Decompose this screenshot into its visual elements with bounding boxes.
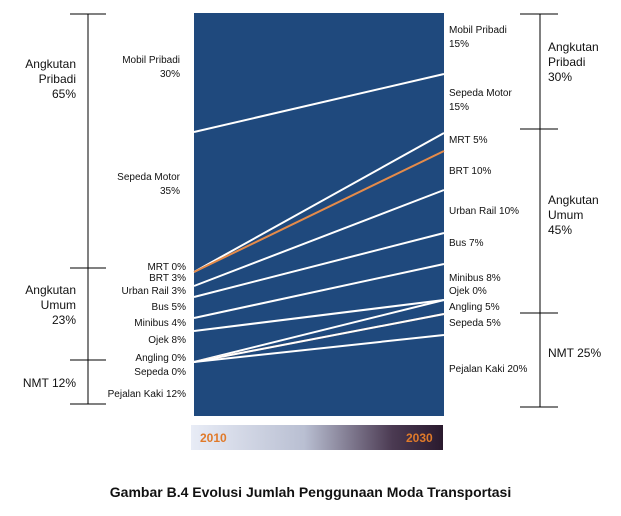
right-group-label: Angkutan Pribadi 30% [548,40,599,84]
series-line-pejalan-kaki [193,334,445,363]
left-label-name: Sepeda Motor [117,172,180,183]
right-label-name: Sepeda Motor [449,88,512,99]
left-label-name: Mobil Pribadi [122,55,180,66]
left-group-label: Angkutan Umum 23% [25,283,76,327]
series-line-mrt [193,150,445,273]
left-label: Pejalan Kaki 12% [107,389,186,400]
year-end: 2030 [406,431,433,445]
right-group-label: Angkutan Umum 45% [548,193,599,237]
series-line-bus [193,263,445,319]
left-group-label: NMT 12% [22,376,76,390]
left-label-value: 35% [159,186,180,197]
left-label: Sepeda 0% [134,367,186,378]
right-label-value: 15% [449,102,470,113]
series-line-sepeda [193,313,445,363]
right-label: BRT 10% [449,166,492,177]
left-label-value: 30% [159,69,180,80]
left-label: Ojek 8% [148,335,186,346]
year-start: 2010 [200,431,227,445]
series-lines [193,73,445,363]
series-line-minibus [193,299,445,332]
series-line-ojek [193,299,445,363]
right-label: Angling 5% [449,302,500,313]
left-label: Angling 0% [135,353,186,364]
series-line-brt [193,189,445,287]
right-label: Minibus 8% [449,273,501,284]
left-label: Minibus 4% [134,318,186,329]
right-label: Sepeda 5% [449,318,501,329]
right-label: MRT 5% [449,135,488,146]
left-label: Bus 5% [151,302,186,313]
figure-caption: Gambar B.4 Evolusi Jumlah Penggunaan Mod… [109,484,512,500]
group-brackets [70,13,558,408]
right-label: Bus 7% [449,238,484,249]
left-label: Urban Rail 3% [121,286,186,297]
right-label-value: 15% [449,39,470,50]
right-label: Ojek 0% [449,286,487,297]
series-line-urban-rail [193,232,445,298]
left-label: BRT 3% [149,273,186,284]
right-group-label: NMT 25% [548,346,602,360]
left-label: MRT 0% [147,262,186,273]
right-label: Urban Rail 10% [449,206,520,217]
series-line-mobil-pribadi [193,73,445,133]
right-label-name: Mobil Pribadi [449,25,507,36]
left-group-label: Angkutan Pribadi 65% [25,57,76,101]
year-gradient-bar [191,425,443,450]
right-label: Pejalan Kaki 20% [449,364,528,375]
series-line-sepeda-motor [193,132,445,273]
